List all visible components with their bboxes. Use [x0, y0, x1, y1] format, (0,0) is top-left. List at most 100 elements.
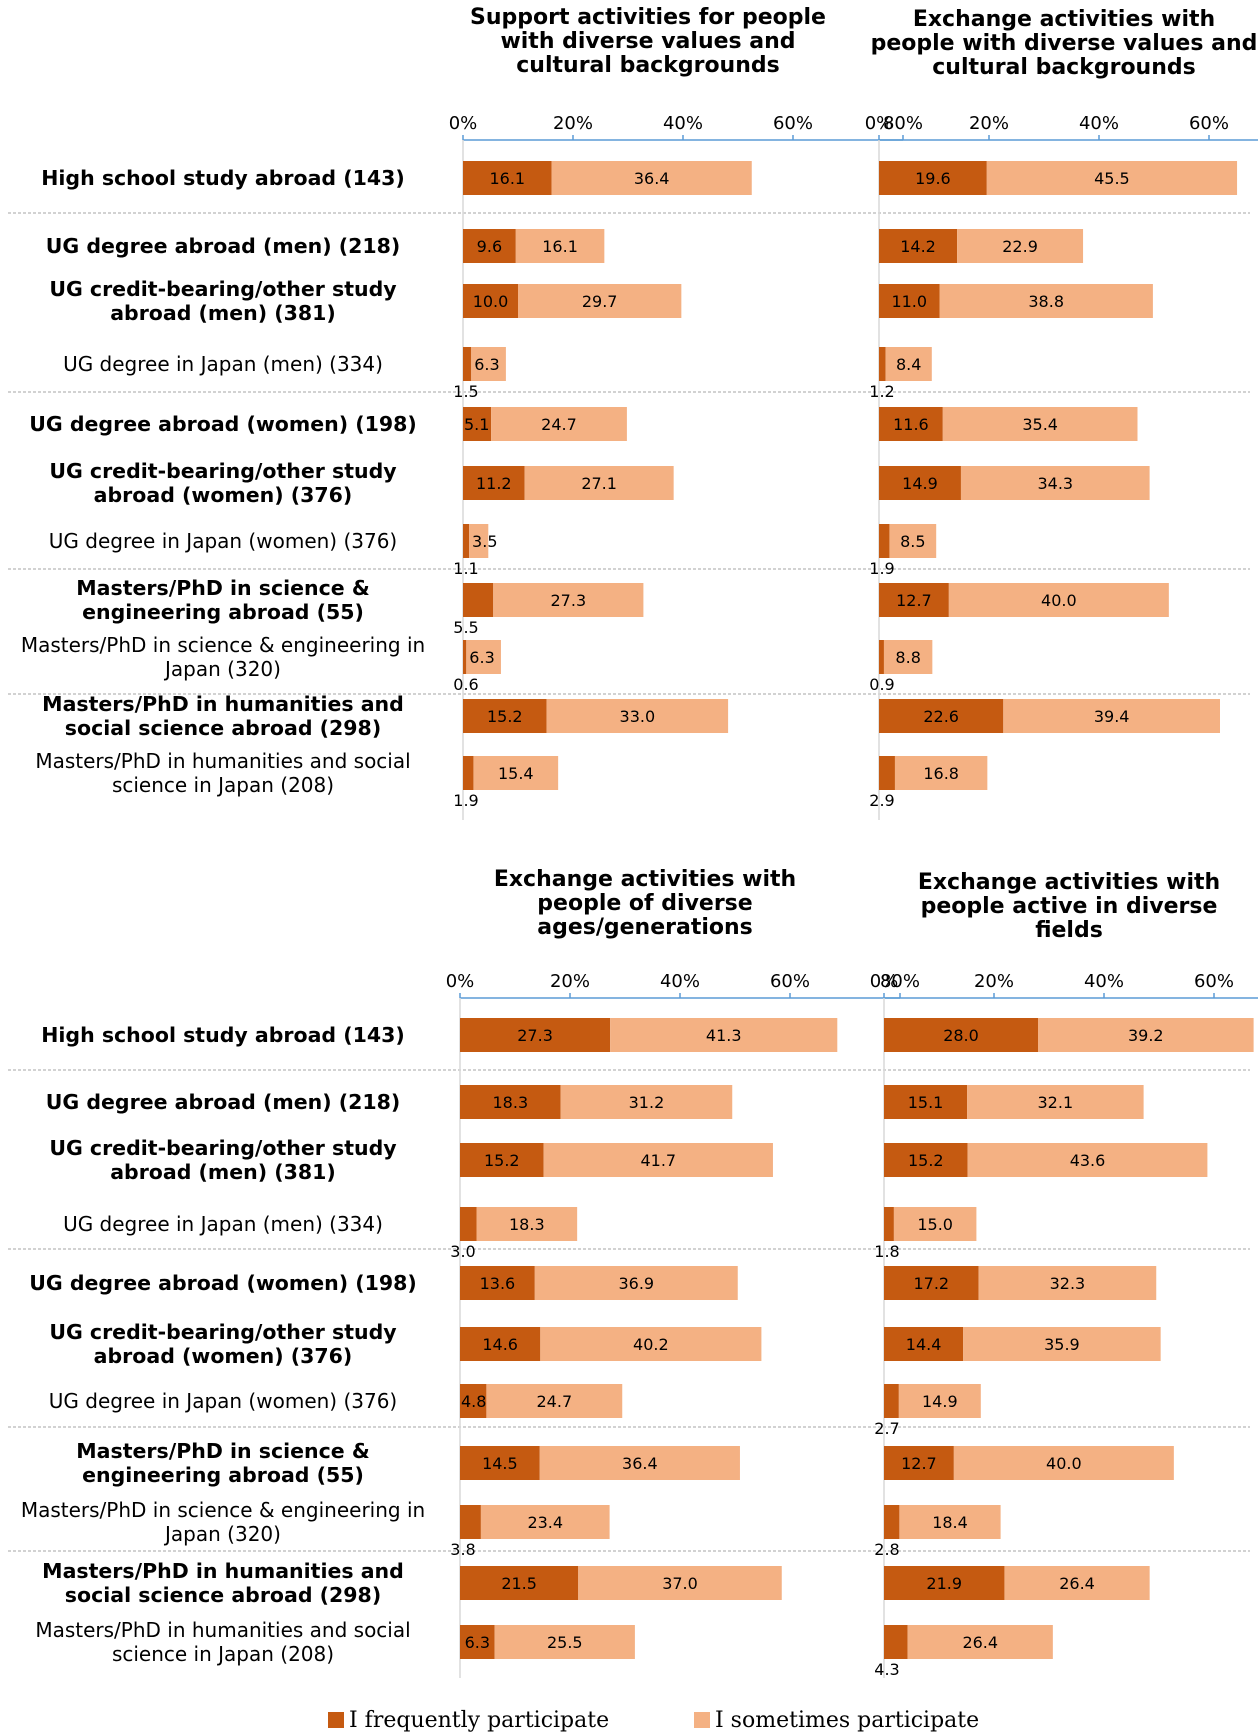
x-tick-label-0-0: 0%	[449, 113, 478, 134]
category-label-1-10: Masters/PhD in humanities and social sci…	[35, 1618, 411, 1666]
data-label-sometimes-1-1: 22.9	[1002, 237, 1038, 256]
bar-frequent-0-6	[463, 524, 470, 558]
data-label-frequent-3-10: 4.3	[874, 1660, 899, 1679]
legend-swatch-sometimes	[694, 1712, 710, 1728]
panel-title-0: Support activities for people with divers…	[470, 5, 826, 78]
data-label-sometimes-1-6: 8.5	[900, 532, 925, 551]
data-label-sometimes-0-9: 33.0	[620, 707, 656, 726]
x-tick-label-3-2: 40%	[1084, 971, 1124, 992]
bar-frequent-1-1	[879, 229, 958, 263]
x-tick-label-0-4: 80%	[883, 113, 923, 134]
data-label-frequent-3-2: 15.2	[908, 1151, 944, 1170]
x-tick-label-2-4: 80%	[880, 971, 920, 992]
x-tick-label-0-3: 60%	[773, 113, 813, 134]
data-label-frequent-3-6: 2.7	[874, 1419, 899, 1438]
bar-frequent-0-10	[463, 756, 474, 790]
bar-frequent-3-8	[884, 1505, 900, 1539]
data-label-frequent-3-9: 21.9	[926, 1574, 962, 1593]
bar-frequent-2-4	[460, 1266, 535, 1300]
data-label-frequent-3-1: 15.1	[908, 1093, 944, 1112]
bar-frequent-0-9	[463, 699, 547, 733]
bar-sometimes-1-5	[960, 466, 1150, 500]
data-label-sometimes-0-6: 3.5	[472, 532, 497, 551]
data-label-sometimes-3-2: 43.6	[1070, 1151, 1106, 1170]
data-label-sometimes-2-10: 25.5	[547, 1633, 583, 1652]
bar-sometimes-0-0	[551, 161, 752, 195]
bar-sometimes-2-1	[560, 1085, 733, 1119]
bar-sometimes-3-0	[1038, 1018, 1254, 1052]
data-label-sometimes-3-1: 32.1	[1038, 1093, 1074, 1112]
data-label-frequent-1-5: 14.9	[902, 474, 938, 493]
data-label-sometimes-3-5: 35.9	[1044, 1335, 1080, 1354]
category-label-0-9: Masters/PhD in humanities and social sci…	[42, 692, 404, 740]
bar-sometimes-3-8	[899, 1505, 1001, 1539]
bar-sometimes-1-3	[885, 347, 932, 381]
x-tick-label-2-2: 40%	[660, 971, 700, 992]
x-tick-label-3-3: 60%	[1194, 971, 1234, 992]
bar-sometimes-1-9	[1003, 699, 1220, 733]
data-label-frequent-0-1: 9.6	[477, 237, 502, 256]
data-label-frequent-1-6: 1.9	[869, 559, 894, 578]
category-label-1-0: High school study abroad (143)	[41, 1023, 405, 1047]
data-label-sometimes-0-0: 36.4	[634, 169, 670, 188]
bar-frequent-0-5	[463, 466, 525, 500]
data-label-frequent-2-0: 27.3	[517, 1026, 553, 1045]
bar-frequent-3-6	[884, 1384, 899, 1418]
bar-sometimes-0-5	[524, 466, 674, 500]
data-label-frequent-1-2: 11.0	[891, 292, 927, 311]
bar-frequent-2-6	[460, 1384, 487, 1418]
data-label-sometimes-2-7: 36.4	[622, 1454, 658, 1473]
bar-frequent-3-7	[884, 1446, 954, 1480]
bar-sometimes-2-6	[486, 1384, 623, 1418]
bar-frequent-3-3	[884, 1207, 894, 1241]
bar-sometimes-0-7	[493, 583, 644, 617]
data-label-frequent-1-10: 2.9	[869, 791, 894, 810]
data-label-sometimes-3-3: 15.0	[917, 1215, 953, 1234]
bar-frequent-0-4	[463, 407, 492, 441]
category-label-1-2: UG credit-bearing/other study abroad (me…	[49, 1136, 397, 1184]
bar-sometimes-0-1	[515, 229, 605, 263]
bar-sometimes-3-9	[1004, 1566, 1150, 1600]
bar-frequent-2-10	[460, 1625, 495, 1659]
bar-sometimes-2-5	[540, 1327, 762, 1361]
legend-item-sometimes: I sometimes participate	[694, 1707, 979, 1733]
category-label-1-5: UG credit-bearing/other study abroad (wo…	[49, 1320, 397, 1368]
bar-frequent-2-8	[460, 1505, 481, 1539]
data-label-sometimes-2-6: 24.7	[537, 1392, 573, 1411]
data-label-frequent-1-3: 1.2	[869, 382, 894, 401]
x-tick-label-1-2: 40%	[1079, 113, 1119, 134]
data-label-sometimes-3-6: 14.9	[922, 1392, 958, 1411]
data-label-frequent-2-5: 14.6	[482, 1335, 518, 1354]
bar-sometimes-0-10	[473, 756, 559, 790]
bar-sometimes-0-3	[471, 347, 506, 381]
data-label-frequent-2-6: 4.8	[461, 1392, 486, 1411]
data-label-sometimes-1-9: 39.4	[1094, 707, 1130, 726]
category-label-0-7: Masters/PhD in science & engineering abr…	[76, 576, 370, 624]
data-label-sometimes-1-10: 16.8	[923, 764, 959, 783]
data-label-sometimes-3-0: 39.2	[1128, 1026, 1164, 1045]
bar-frequent-0-2	[463, 284, 518, 318]
bar-frequent-0-3	[463, 347, 472, 381]
data-label-frequent-2-10: 6.3	[465, 1633, 490, 1652]
data-label-frequent-0-3: 1.5	[453, 382, 478, 401]
bar-frequent-0-8	[463, 640, 467, 674]
category-label-0-2: UG credit-bearing/other study abroad (me…	[49, 277, 397, 325]
data-label-frequent-3-4: 17.2	[913, 1274, 949, 1293]
data-label-frequent-2-2: 15.2	[484, 1151, 520, 1170]
data-label-sometimes-2-3: 18.3	[509, 1215, 545, 1234]
bar-sometimes-0-6	[469, 524, 489, 558]
data-label-frequent-1-4: 11.6	[893, 415, 929, 434]
data-label-frequent-3-8: 2.8	[874, 1540, 899, 1559]
data-label-sometimes-3-10: 26.4	[962, 1633, 998, 1652]
category-label-0-3: UG degree in Japan (men) (334)	[63, 352, 383, 376]
data-label-frequent-2-7: 14.5	[482, 1454, 518, 1473]
category-label-1-7: Masters/PhD in science & engineering abr…	[76, 1439, 370, 1487]
bar-sometimes-3-4	[978, 1266, 1157, 1300]
data-label-sometimes-1-5: 34.3	[1037, 474, 1073, 493]
bar-sometimes-1-0	[986, 161, 1238, 195]
bar-frequent-1-10	[879, 756, 895, 790]
data-label-sometimes-2-1: 31.2	[629, 1093, 665, 1112]
x-tick-label-1-3: 60%	[1189, 113, 1229, 134]
data-label-sometimes-0-3: 6.3	[474, 355, 499, 374]
bar-sometimes-1-4	[942, 407, 1138, 441]
